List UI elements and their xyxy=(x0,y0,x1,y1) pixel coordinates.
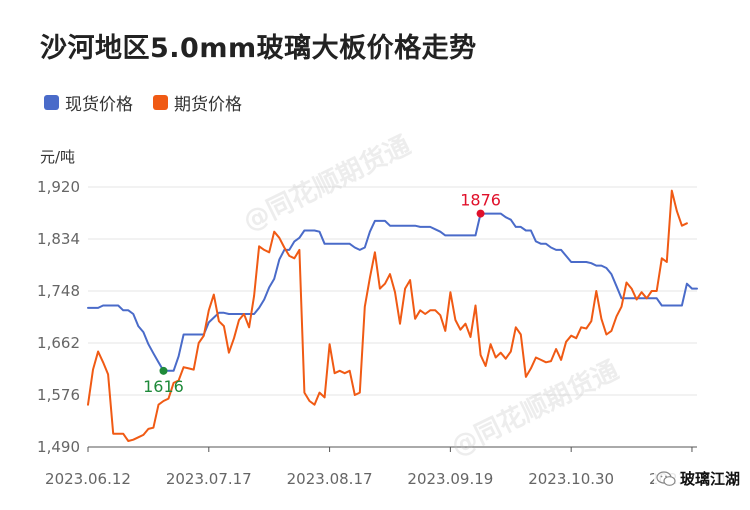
x-tick-label: 2023.08.17 xyxy=(287,470,373,488)
annotation-label: 1616 xyxy=(143,377,184,396)
y-axis-unit-label: 元/吨 xyxy=(40,148,75,166)
y-tick-label: 1,834 xyxy=(37,230,80,248)
y-tick-label: 1,490 xyxy=(37,438,80,456)
x-tick-label: 2023.09.19 xyxy=(407,470,493,488)
annotations: 1876 1616 xyxy=(143,191,501,396)
annotation-label: 1876 xyxy=(460,191,501,210)
chart-legend: 现货价格 期货价格 xyxy=(44,90,262,115)
x-axis-ticks: 2023.06.12 2023.07.17 2023.08.17 2023.09.19… xyxy=(45,447,735,488)
legend-item-futures[interactable]: 期货价格 xyxy=(153,90,242,115)
legend-item-spot[interactable]: 现货价格 xyxy=(44,90,133,115)
badge-text: 玻璃江湖 xyxy=(679,470,740,488)
wechat-icon xyxy=(656,470,676,486)
legend-label-futures: 期货价格 xyxy=(174,95,242,115)
series-line-spot xyxy=(87,212,698,372)
y-tick-label: 1,662 xyxy=(37,334,80,352)
legend-label-spot: 现货价格 xyxy=(65,95,133,115)
grid-lines xyxy=(88,186,697,448)
chart-title: 沙河地区5.0mm玻璃大板价格走势 xyxy=(40,33,477,64)
x-tick-label: 2023.07.17 xyxy=(166,470,252,488)
series-line-futures xyxy=(87,189,688,442)
legend-swatch-spot xyxy=(44,95,59,110)
annotation-marker xyxy=(476,209,485,218)
legend-swatch-futures xyxy=(153,95,168,110)
wechat-badge: 玻璃江湖 xyxy=(653,467,742,490)
y-tick-label: 1,576 xyxy=(37,386,80,404)
y-tick-label: 1,748 xyxy=(37,282,80,300)
y-axis-ticks: 1,490 1,576 1,662 1,748 1,834 1,920 xyxy=(37,178,80,456)
x-tick-label: 2023.06.12 xyxy=(45,470,131,488)
annotation-marker xyxy=(159,366,168,375)
y-tick-label: 1,920 xyxy=(37,178,80,196)
x-tick-label: 2023.10.30 xyxy=(528,470,614,488)
series-lines xyxy=(87,189,698,442)
